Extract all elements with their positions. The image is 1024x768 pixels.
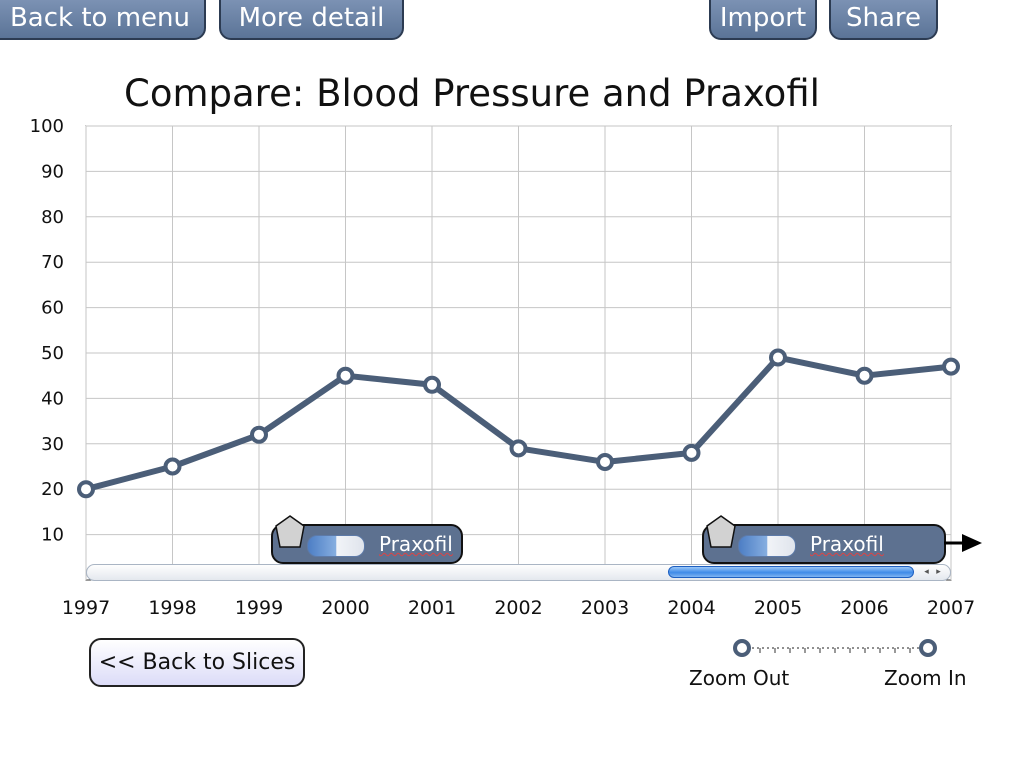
data-point xyxy=(769,348,787,367)
slice-handle-icon[interactable] xyxy=(274,514,306,550)
y-tick-label: 60 xyxy=(41,298,64,319)
data-point xyxy=(423,375,441,394)
x-tick-label: 2006 xyxy=(840,597,888,619)
y-tick-label: 30 xyxy=(41,434,64,455)
y-tick-label: 10 xyxy=(41,525,64,546)
data-point xyxy=(250,425,268,444)
slice-praxofil-2[interactable]: Praxofil xyxy=(702,524,946,564)
y-tick-label: 20 xyxy=(41,479,64,500)
slice-praxofil-2-label: Praxofil xyxy=(810,532,884,556)
back-to-slices-button[interactable]: << Back to Slices xyxy=(89,638,305,687)
timeline-scrollbar-thumb[interactable] xyxy=(668,566,914,578)
data-point xyxy=(336,366,355,385)
zoom-in-label[interactable]: Zoom In xyxy=(884,666,967,690)
x-tick-label: 2002 xyxy=(494,597,542,619)
scroll-left-icon[interactable]: ◂ xyxy=(924,567,929,577)
data-point xyxy=(855,366,874,385)
x-tick-label: 1999 xyxy=(235,597,283,619)
share-button[interactable]: Share xyxy=(829,0,938,40)
capsule-icon xyxy=(307,535,365,557)
x-tick-label: 2007 xyxy=(927,597,975,619)
data-point xyxy=(942,357,960,376)
x-tick-label: 2001 xyxy=(408,597,456,619)
more-detail-button[interactable]: More detail xyxy=(219,0,404,40)
data-point xyxy=(509,439,528,458)
chart-title: Compare: Blood Pressure and Praxofil xyxy=(124,72,820,115)
x-tick-label: 1998 xyxy=(148,597,196,619)
arrow-right-icon xyxy=(944,534,982,552)
slice-handle-icon[interactable] xyxy=(705,514,737,550)
y-tick-label: 80 xyxy=(41,207,64,228)
x-tick-label: 2000 xyxy=(321,597,369,619)
y-tick-label: 40 xyxy=(41,388,64,409)
slice-praxofil-1[interactable]: Praxofil xyxy=(271,524,463,564)
zoom-out-handle xyxy=(733,639,751,657)
y-tick-label: 70 xyxy=(41,252,64,273)
data-point xyxy=(682,443,701,462)
x-tick-label: 1997 xyxy=(62,597,110,619)
capsule-icon xyxy=(738,535,796,557)
back-to-menu-button[interactable]: Back to menu xyxy=(0,0,206,40)
zoom-out-label[interactable]: Zoom Out xyxy=(689,666,790,690)
data-point xyxy=(596,452,614,471)
x-tick-label: 2005 xyxy=(754,597,802,619)
x-tick-label: 2004 xyxy=(667,597,715,619)
slice-praxofil-1-label: Praxofil xyxy=(379,532,453,556)
y-tick-label: 90 xyxy=(41,161,64,182)
zoom-in-handle xyxy=(919,639,937,657)
import-button[interactable]: Import xyxy=(709,0,817,40)
data-point xyxy=(77,480,95,499)
scroll-right-icon[interactable]: ▸ xyxy=(936,567,941,577)
x-tick-label: 2003 xyxy=(581,597,629,619)
zoom-slider[interactable] xyxy=(730,636,940,660)
y-tick-label: 50 xyxy=(41,343,64,364)
zoom-ticks xyxy=(759,648,911,653)
y-tick-label: 100 xyxy=(30,116,64,137)
data-point xyxy=(163,457,182,476)
